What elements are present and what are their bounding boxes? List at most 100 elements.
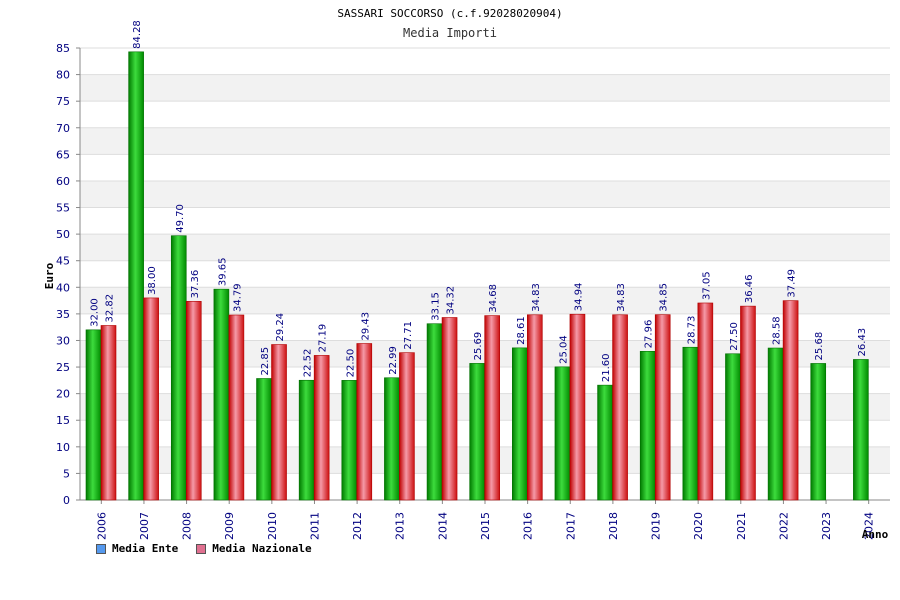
data-label-media-nazionale: 37.36 [190,270,201,299]
data-label-media-nazionale: 34.85 [659,283,670,312]
data-label-media-nazionale: 29.43 [360,312,371,341]
y-axis-label: Euro [43,262,56,289]
data-label-media-ente: 22.52 [303,349,314,378]
data-label-media-nazionale: 27.71 [403,321,414,350]
bar-media-ente [170,235,187,501]
data-label-media-nazionale: 34.79 [232,283,243,312]
legend-item-ente: Media Ente [96,542,178,555]
data-label-media-nazionale: 38.00 [147,266,158,295]
grid-band [80,234,890,261]
bars [85,51,869,501]
data-label-media-ente: 22.50 [345,349,356,378]
data-label-media-nazionale: 34.68 [488,284,499,313]
y-tick-label: 55 [56,202,70,215]
data-label-media-ente: 39.65 [217,258,228,287]
data-label-media-ente: 28.58 [772,316,783,345]
bar-media-ente [256,378,272,501]
bar-media-nazionale [654,314,671,501]
data-label-media-nazionale: 29.24 [275,313,286,342]
bar-media-ente [810,363,827,501]
data-label-media-ente: 49.70 [175,204,186,233]
bar-media-ente [469,363,485,501]
legend-swatch-ente [96,543,106,554]
data-label-media-ente: 27.96 [644,320,655,349]
legend-label-nazionale: Media Nazionale [212,542,312,555]
legend-swatch-nazionale [196,543,207,554]
y-tick-label: 15 [56,414,70,427]
bar-media-ente [853,359,869,501]
data-label-media-nazionale: 34.83 [616,283,627,312]
legend-label-ente: Media Ente [112,542,179,555]
bar-media-nazionale [313,355,330,501]
x-tick-label: 2015 [479,512,492,540]
bar-media-nazionale [356,343,373,501]
bar-media-nazionale [143,297,159,501]
bar-media-nazionale [527,314,543,501]
data-label-media-ente: 28.61 [516,316,527,345]
x-tick-label: 2014 [436,512,449,540]
x-axis-label: Anno [862,528,889,541]
bar-media-nazionale [228,314,245,501]
x-tick-label: 2019 [650,512,663,540]
x-tick-label: 2021 [735,512,748,540]
data-label-media-nazionale: 37.49 [787,269,798,298]
x-tick-label: 2022 [777,512,790,540]
x-tick-label: 2009 [223,512,236,540]
bar-media-nazionale [100,325,117,501]
x-tick-label: 2012 [351,512,364,540]
y-tick-label: 30 [56,334,70,347]
y-tick-label: 65 [56,148,70,161]
bar-media-ente [384,377,400,501]
y-tick-label: 20 [56,388,70,401]
bar-media-ente [639,351,656,501]
y-tick-label: 50 [56,228,70,241]
axes: 0 5 10 15 20 25 30 35 40 45 50 55 60 65 70 75 80 85 2006 20… [56,42,890,540]
bar-media-ente [128,51,144,501]
x-tick-label: 2011 [308,512,321,540]
x-tick-label: 2016 [522,512,535,540]
x-tick-label: 2018 [607,512,620,540]
y-tick-label: 75 [56,95,70,108]
data-label-media-nazionale: 34.94 [573,283,584,312]
x-tick-label: 2013 [394,512,407,540]
x-tick-label: 2008 [181,512,194,540]
data-label-media-ente: 25.69 [473,332,484,361]
data-labels: 32.00 32.82 84.28 38.00 49.70 37.36 39.65 34.79… [90,20,868,382]
bar-media-nazionale [271,344,287,501]
legend: Media Ente Media Nazionale [96,542,312,555]
bar-media-ente [597,384,613,501]
data-label-media-ente: 25.68 [814,332,825,361]
data-label-media-ente: 21.60 [601,353,612,382]
bar-media-ente [725,353,741,501]
data-label-media-ente: 28.73 [686,316,697,345]
y-tick-label: 70 [56,122,70,135]
legend-item-nazionale: Media Nazionale [196,542,312,555]
data-label-media-nazionale: 37.05 [701,271,712,300]
bar-media-ente [512,347,528,501]
bar-media-nazionale [782,300,799,501]
x-tick-label: 2006 [95,512,108,540]
data-label-media-ente: 22.85 [260,347,271,376]
y-tick-label: 80 [56,69,70,82]
x-tick-label: 2007 [138,512,151,540]
grid-band [80,101,890,128]
bar-media-ente [426,323,443,501]
y-tick-label: 25 [56,361,70,374]
x-tick-label: 2010 [266,512,279,540]
y-tick-label: 40 [56,281,70,294]
chart-subtitle: Media Importi [403,26,497,40]
bar-media-nazionale [697,302,714,501]
data-label-media-ente: 22.99 [388,346,399,375]
bar-media-ente [85,329,102,501]
y-tick-label: 85 [56,42,70,55]
grid-band [80,127,890,155]
bar-media-ente [213,288,230,501]
grid-band [80,74,890,102]
bar-media-ente [682,346,699,501]
data-label-media-nazionale: 32.82 [105,294,116,323]
y-tick-label: 35 [56,308,70,321]
bar-media-nazionale [740,305,756,501]
bar-media-ente [554,366,571,501]
bar-media-nazionale [441,317,458,501]
